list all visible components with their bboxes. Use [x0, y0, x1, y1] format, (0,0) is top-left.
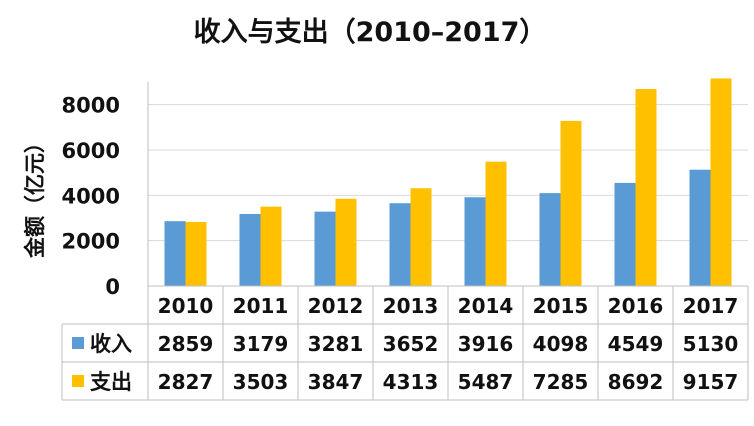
- data-label: 4098: [533, 332, 589, 356]
- bars: [164, 78, 732, 287]
- legend-swatch: [72, 375, 84, 387]
- bar-expense-2012: [335, 198, 357, 286]
- bar-income-2013: [389, 203, 411, 286]
- data-label: 3179: [233, 332, 289, 356]
- data-label: 3281: [308, 332, 364, 356]
- bar-expense-2016: [635, 88, 657, 287]
- bar-expense-2013: [410, 188, 432, 286]
- data-label: 2827: [158, 370, 214, 394]
- x-tick-label: 2012: [308, 294, 364, 318]
- chart-title: 收入与支出（2010–2017）: [194, 17, 547, 48]
- data-label: 5130: [683, 332, 739, 356]
- bar-income-2011: [239, 213, 261, 286]
- bar-expense-2014: [485, 161, 507, 286]
- data-label: 8692: [608, 370, 664, 394]
- y-tick-label: 8000: [62, 94, 120, 118]
- bar-expense-2017: [710, 78, 732, 286]
- data-label: 9157: [683, 370, 739, 394]
- data-label: 7285: [533, 370, 589, 394]
- data-label: 3652: [383, 332, 439, 356]
- data-label: 4313: [383, 370, 439, 394]
- legend-label: 支出: [90, 370, 132, 394]
- data-label: 3503: [233, 370, 289, 394]
- data-label: 3847: [308, 370, 364, 394]
- y-tick-label: 6000: [62, 139, 120, 163]
- bar-expense-2015: [560, 120, 582, 286]
- bar-income-2016: [614, 182, 636, 286]
- y-tick-label: 0: [105, 275, 120, 299]
- bar-income-2012: [314, 211, 336, 286]
- x-tick-label: 2013: [383, 294, 439, 318]
- data-label: 2859: [158, 332, 214, 356]
- bar-income-2010: [164, 221, 186, 286]
- gridlines: [147, 82, 748, 286]
- data-label: 3916: [458, 332, 514, 356]
- bar-income-2017: [689, 169, 711, 286]
- x-tick-label: 2017: [683, 294, 739, 318]
- bar-income-2015: [539, 193, 561, 286]
- data-label: 5487: [458, 370, 514, 394]
- y-axis-label: 金额（亿元）: [23, 132, 47, 259]
- y-tick-label: 4000: [62, 184, 120, 208]
- data-table: 2010 2011 2012 2013 2014 2015 2016 2017 收入 2859 31…: [61, 285, 749, 401]
- x-tick-label: 2015: [533, 294, 589, 318]
- data-label: 4549: [608, 332, 664, 356]
- bar-income-2014: [464, 197, 486, 286]
- y-axis-ticks: 0 2000 4000 6000 8000: [62, 94, 120, 299]
- y-tick-label: 2000: [62, 230, 120, 254]
- bar-expense-2011: [260, 206, 282, 286]
- legend-swatch: [72, 337, 84, 349]
- x-tick-label: 2011: [233, 294, 289, 318]
- x-tick-label: 2014: [458, 294, 514, 318]
- x-tick-label: 2016: [608, 294, 664, 318]
- x-tick-label: 2010: [158, 294, 214, 318]
- legend-label: 收入: [90, 332, 132, 356]
- bar-expense-2010: [185, 221, 207, 286]
